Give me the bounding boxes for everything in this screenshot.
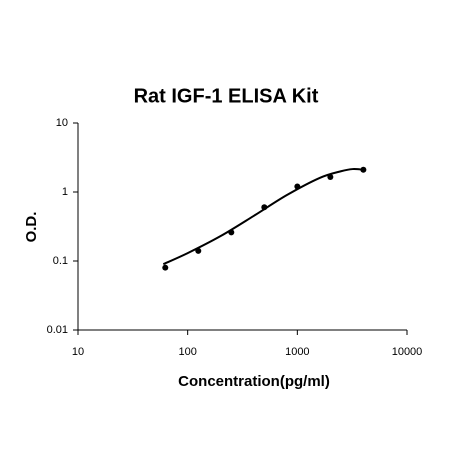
x-tick-label: 10 <box>72 346 84 358</box>
chart-title: Rat IGF-1 ELISA Kit <box>134 85 319 107</box>
fit-curve <box>162 168 364 266</box>
data-point <box>162 264 169 271</box>
data-point <box>261 204 268 211</box>
x-tick-label: 100 <box>178 346 196 358</box>
y-tick-label: 0.1 <box>53 255 68 267</box>
data-point <box>360 166 367 173</box>
data-point <box>327 173 334 180</box>
y-axis-title: O.D. <box>23 212 40 243</box>
y-tick-label: 0.01 <box>47 324 68 336</box>
x-tick-label: 10000 <box>392 346 423 358</box>
data-point <box>294 183 301 190</box>
y-tick-label: 10 <box>56 117 68 129</box>
y-tick-label: 1 <box>62 186 68 198</box>
data-point <box>195 247 202 254</box>
x-tick-label: 1000 <box>285 346 309 358</box>
x-axis-title: Concentration(pg/ml) <box>178 373 330 390</box>
data-point <box>228 229 235 236</box>
